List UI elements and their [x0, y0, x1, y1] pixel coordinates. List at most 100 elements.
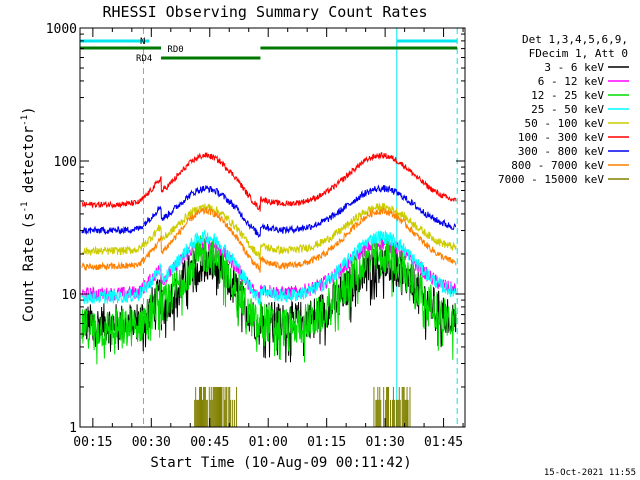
high-energy-count-bar — [224, 399, 226, 427]
saa-bar-label: RD0 — [167, 45, 183, 55]
y-tick-label: 10 — [61, 288, 77, 303]
legend-label: 3 - 6 keV — [544, 61, 604, 74]
high-energy-count-bar — [196, 399, 198, 427]
legend-label: 25 - 50 keV — [531, 103, 604, 116]
high-energy-count-bar — [388, 386, 390, 427]
high-energy-count-bar — [406, 386, 408, 427]
series-12-25kev — [81, 235, 457, 365]
y-tick-label: 100 — [54, 155, 77, 170]
high-energy-count-bar — [203, 386, 205, 427]
high-energy-count-bar — [217, 386, 219, 427]
high-energy-count-bar — [229, 386, 231, 427]
high-energy-count-bar — [376, 399, 378, 427]
high-energy-count-bar — [377, 386, 379, 427]
footer-date: 15-Oct-2021 11:55 — [544, 468, 636, 478]
high-energy-count-bar — [230, 399, 232, 427]
high-energy-count-bar — [198, 399, 200, 427]
high-energy-count-bar — [399, 399, 401, 427]
high-energy-count-bar — [404, 399, 406, 427]
high-energy-count-bar — [395, 399, 397, 427]
legend-entry: 25 - 50 keV — [531, 103, 629, 116]
x-tick-label: 01:45 — [424, 435, 463, 450]
high-energy-count-bar — [194, 399, 196, 427]
high-energy-count-bar — [398, 386, 400, 427]
high-energy-count-bar — [215, 386, 217, 427]
high-energy-count-bar — [213, 386, 215, 427]
y-tick-label: 1 — [69, 421, 77, 436]
high-energy-count-bar — [392, 386, 394, 427]
x-tick-label: 00:45 — [190, 435, 229, 450]
high-energy-count-bar — [373, 386, 375, 427]
y-axis-label: Count Rate (s-1 detector-1) — [20, 106, 37, 322]
high-energy-count-bar — [211, 399, 213, 427]
high-energy-count-bar — [409, 386, 411, 427]
high-energy-count-bar — [218, 386, 220, 427]
legend-header: Det 1,3,4,5,6,9, — [522, 33, 628, 46]
high-energy-count-bar — [200, 386, 202, 427]
high-energy-count-bar — [199, 386, 201, 427]
high-energy-count-bar — [221, 386, 223, 427]
high-energy-count-bar — [405, 399, 407, 427]
high-energy-count-bar — [385, 399, 387, 427]
high-energy-count-bar — [201, 399, 203, 427]
legend-entry: 50 - 100 keV — [525, 117, 629, 130]
series-25-50kev — [81, 229, 457, 306]
high-energy-count-bar — [209, 399, 211, 427]
high-energy-count-bar — [205, 399, 207, 427]
high-energy-count-bar — [197, 399, 199, 427]
high-energy-count-bar — [402, 386, 404, 427]
plot-frame — [79, 27, 466, 428]
high-energy-count-bar — [236, 386, 238, 427]
x-tick-label: 00:15 — [73, 435, 112, 450]
series-300-800kev — [81, 184, 457, 239]
high-energy-count-bar — [378, 399, 380, 427]
high-energy-count-bar — [375, 399, 377, 427]
high-energy-count-bar — [232, 399, 234, 427]
high-energy-count-bar — [386, 386, 388, 427]
legend-entry: 800 - 7000 keV — [511, 159, 629, 172]
night-bar-label: N — [140, 37, 145, 47]
high-energy-count-bar — [393, 399, 395, 427]
high-energy-count-bar — [389, 399, 391, 427]
x-tick-label: 01:15 — [307, 435, 346, 450]
series-7000-15000-kev — [194, 386, 411, 427]
high-energy-count-bar — [200, 386, 202, 427]
legend-entry: 3 - 6 keV — [544, 61, 629, 74]
high-energy-count-bar — [202, 386, 204, 427]
legend-entry: 6 - 12 keV — [538, 75, 629, 88]
high-energy-count-bar — [387, 386, 389, 427]
high-energy-count-bar — [210, 386, 212, 427]
legend-entry: 300 - 800 keV — [518, 145, 629, 158]
legend-label: 6 - 12 keV — [538, 75, 605, 88]
legend-label: 7000 - 15000 keV — [498, 173, 604, 186]
legend-label: 50 - 100 keV — [525, 117, 605, 130]
high-energy-count-bar — [223, 386, 225, 427]
high-energy-count-bar — [206, 399, 208, 427]
x-tick-label: 01:30 — [366, 435, 405, 450]
high-energy-count-bar — [407, 399, 409, 427]
high-energy-count-bar — [225, 386, 227, 427]
high-energy-count-bar — [383, 386, 385, 427]
high-energy-count-bar — [228, 386, 230, 427]
legend-label: 300 - 800 keV — [518, 145, 604, 158]
series-50-100kev — [81, 202, 457, 261]
high-energy-count-bar — [379, 386, 381, 427]
high-energy-count-bar — [219, 386, 221, 427]
legend-entry: 12 - 25 keV — [531, 89, 629, 102]
legend-entry: 100 - 300 keV — [518, 131, 629, 144]
chart-title: RHESSI Observing Summary Count Rates — [102, 3, 427, 21]
legend-label: 12 - 25 keV — [531, 89, 604, 102]
legend-label: 800 - 7000 keV — [511, 159, 604, 172]
high-energy-count-bar — [216, 386, 218, 427]
legend-header: FDecim 1, Att 0 — [529, 47, 628, 60]
high-energy-count-bar — [220, 386, 222, 427]
high-energy-count-bar — [391, 399, 393, 427]
high-energy-count-bar — [234, 399, 236, 427]
high-energy-count-bar — [380, 399, 382, 427]
high-energy-count-bar — [204, 386, 206, 427]
y-tick-label: 1000 — [46, 22, 77, 37]
legend-label: 100 - 300 keV — [518, 131, 604, 144]
saa-bar-label: RD4 — [136, 54, 152, 64]
legend-entry: 7000 - 15000 keV — [498, 173, 629, 186]
series-100-300kev — [81, 151, 457, 212]
